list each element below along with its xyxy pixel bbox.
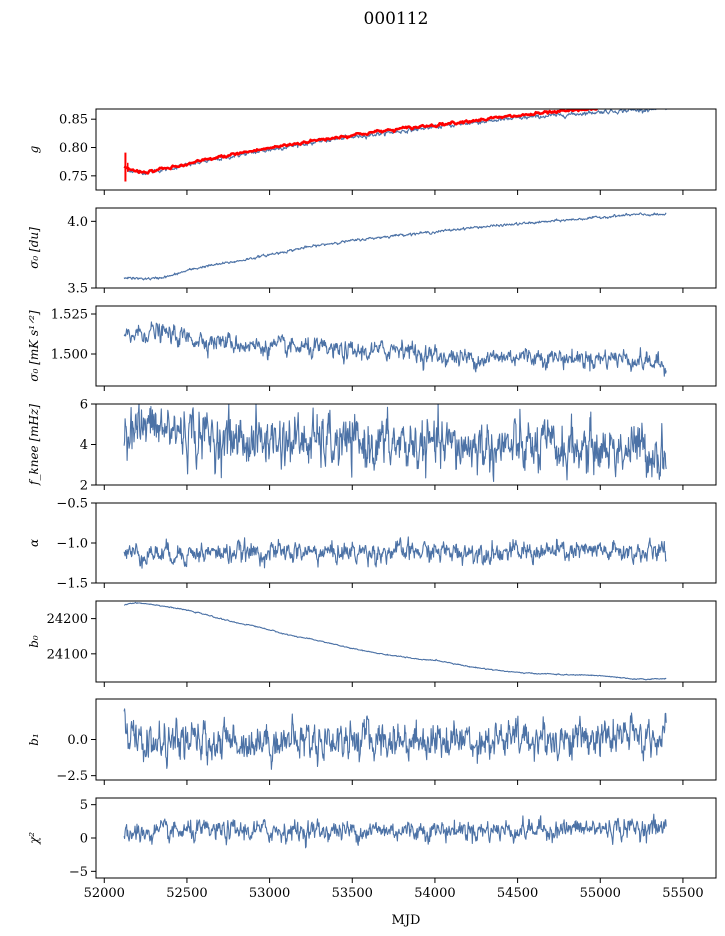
- y-tick-label-g: 0.85: [59, 113, 88, 128]
- plot-area-b0: [123, 601, 667, 681]
- axes-frame-g: [95, 108, 717, 191]
- figure-title: 000112: [364, 9, 429, 29]
- plot-area-b1: [123, 708, 667, 770]
- y-tick-label-b0: 24100: [47, 647, 88, 662]
- y-axis-label-fknee: f_knee [mHz]: [27, 404, 41, 486]
- x-tick-label: 52000: [84, 886, 125, 901]
- y-axis-label-b1: b₁: [27, 733, 41, 746]
- series-b0-0: [123, 601, 667, 681]
- panel-b0: 24100 24200 b₀: [27, 600, 717, 687]
- series-g-0: [123, 109, 667, 176]
- axes-frame-sigma0_rms: [95, 305, 717, 387]
- axes-frame-b0: [95, 600, 717, 683]
- y-tick-label-sigma0: 3.5: [67, 282, 88, 297]
- axes-frame-alpha: [95, 502, 717, 584]
- y-axis-label-g: g: [27, 145, 41, 153]
- series-b1-0: [123, 708, 667, 770]
- y-tick-label-b0: 24200: [47, 612, 88, 627]
- x-tick-label: 52500: [166, 886, 207, 901]
- series-sigma0-0: [123, 212, 667, 281]
- plot-area-sigma0_rms: [123, 321, 667, 377]
- y-tick-label-b1: 0.0: [67, 733, 88, 748]
- y-axis-label-sigma0: σ₀ [du]: [27, 227, 41, 269]
- plot-area-g: [123, 109, 667, 182]
- y-tick-label-chi2: 0: [80, 832, 88, 847]
- plot-area-fknee: [123, 404, 667, 483]
- series-alpha-0: [123, 536, 667, 569]
- panel-g: 0.75 0.80 0.85 g: [27, 108, 717, 195]
- y-axis-label-alpha: α: [27, 539, 41, 547]
- x-tick-label: 53000: [249, 886, 290, 901]
- series-g-1: [123, 109, 599, 175]
- panel-alpha: −1.5 −1.0 −0.5 α: [27, 497, 717, 592]
- plot-area-alpha: [123, 536, 667, 569]
- panel-fknee: 2 4 6 f_knee [mHz]: [27, 398, 717, 494]
- y-tick-label-fknee: 2: [80, 479, 88, 494]
- y-tick-label-b1: −2.5: [56, 769, 88, 784]
- y-axis-label-sigma0_rms: σ₀ [mK s¹ᐟ²]: [27, 310, 41, 382]
- y-tick-label-alpha: −0.5: [56, 497, 88, 512]
- y-tick-label-chi2: −5: [69, 865, 88, 880]
- panel-sigma0: 3.5 4.0 σ₀ [du]: [27, 207, 717, 297]
- x-axis-label: MJD: [392, 913, 421, 928]
- series-fknee-0: [123, 404, 667, 483]
- y-tick-label-chi2: 5: [80, 798, 88, 813]
- y-tick-label-sigma0: 4.0: [67, 215, 88, 230]
- series-chi2-0: [123, 813, 667, 849]
- x-tick-label: 54500: [497, 886, 538, 901]
- plot-area-sigma0: [123, 212, 667, 281]
- panels: 0.75 0.80 0.85 g 3.5 4.0 σ₀ [du] 1.500 1.525 σ₀ […: [27, 108, 717, 901]
- x-tick-label: 53500: [332, 886, 373, 901]
- y-axis-label-chi2: χ²: [27, 832, 41, 845]
- x-tick-label: 55000: [580, 886, 621, 901]
- y-tick-label-alpha: −1.0: [56, 537, 88, 552]
- x-tick-label: 55500: [662, 886, 703, 901]
- panel-chi2: −5 0 5 52000 52500 53000 53500 54000 54500 55000 5…: [27, 797, 717, 901]
- y-tick-label-sigma0_rms: 1.500: [51, 348, 88, 363]
- panel-b1: −2.5 0.0 b₁: [27, 698, 717, 785]
- series-sigma0_rms-0: [123, 321, 667, 377]
- y-axis-label-b0: b₀: [27, 635, 41, 648]
- y-tick-label-fknee: 4: [80, 438, 88, 453]
- axes-frame-sigma0: [95, 207, 717, 289]
- x-tick-label: 54000: [414, 886, 455, 901]
- y-tick-label-g: 0.75: [59, 169, 88, 184]
- plot-area-chi2: [123, 813, 667, 849]
- y-tick-label-alpha: −1.5: [56, 577, 88, 592]
- y-tick-label-g: 0.80: [59, 141, 88, 156]
- y-tick-label-sigma0_rms: 1.525: [51, 308, 88, 323]
- axes-frame-chi2: [95, 797, 717, 879]
- y-tick-label-fknee: 6: [80, 398, 88, 413]
- panel-sigma0_rms: 1.500 1.525 σ₀ [mK s¹ᐟ²]: [27, 305, 717, 391]
